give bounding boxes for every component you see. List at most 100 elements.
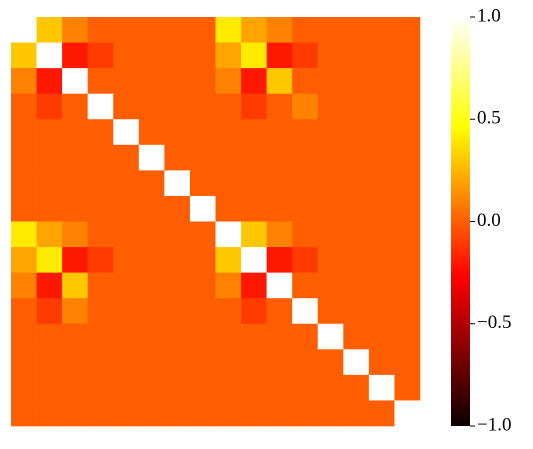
- heatmap-cell: [266, 119, 293, 146]
- heatmap-cell: [87, 374, 114, 401]
- heatmap-cell: [343, 119, 370, 146]
- heatmap-cell: [394, 374, 421, 401]
- heatmap-cell: [368, 221, 395, 248]
- heatmap-cell: [394, 144, 421, 171]
- heatmap-cell: [241, 170, 267, 197]
- heatmap-cell: [36, 374, 63, 401]
- heatmap-cell: [11, 195, 37, 222]
- heatmap-cell: [62, 221, 88, 248]
- heatmap-cell: [368, 195, 395, 222]
- heatmap-cell: [343, 68, 370, 94]
- heatmap-cell: [11, 323, 37, 350]
- heatmap-cell: [113, 93, 140, 120]
- heatmap-cell: [11, 221, 37, 248]
- heatmap-cell: [138, 17, 165, 43]
- heatmap-cell: [36, 68, 63, 94]
- heatmap-cell: [11, 247, 37, 273]
- heatmap-cell: [62, 68, 88, 94]
- heatmap-cell: [189, 195, 216, 222]
- heatmap-cell: [215, 400, 242, 427]
- heatmap-cell: [368, 68, 395, 94]
- heatmap-cell: [317, 400, 344, 427]
- heatmap-cell: [343, 374, 370, 401]
- heatmap-cell: [266, 374, 293, 401]
- heatmap-cell: [36, 221, 63, 248]
- heatmap-cell: [343, 272, 370, 299]
- heatmap-cell: [189, 221, 216, 248]
- heatmap-cell: [138, 400, 165, 427]
- heatmap-cell: [394, 298, 421, 325]
- heatmap-cell: [11, 93, 37, 120]
- heatmap-cell: [62, 195, 88, 222]
- heatmap-cell: [368, 247, 395, 273]
- heatmap-cell: [189, 144, 216, 171]
- heatmap-cell: [36, 42, 63, 69]
- heatmap-cell: [394, 247, 421, 273]
- heatmap-cell: [241, 17, 267, 43]
- colorbar-tick-label: 0.5: [477, 108, 501, 129]
- heatmap-cell: [11, 119, 37, 146]
- heatmap-cell: [138, 349, 165, 376]
- heatmap-cell: [292, 42, 319, 69]
- heatmap-cell: [368, 144, 395, 171]
- heatmap-cell: [292, 195, 319, 222]
- heatmap-cell: [11, 298, 37, 325]
- heatmap-cell: [113, 42, 140, 69]
- heatmap-cell: [87, 247, 114, 273]
- heatmap-cell: [164, 298, 191, 325]
- heatmap-cell: [113, 221, 140, 248]
- heatmap-cell: [36, 400, 63, 427]
- heatmap-cell: [36, 195, 63, 222]
- heatmap-cell: [113, 400, 140, 427]
- heatmap-cell: [113, 323, 140, 350]
- heatmap-cell: [292, 68, 319, 94]
- heatmap-cell: [62, 298, 88, 325]
- heatmap-cell: [394, 323, 421, 350]
- heatmap-cell: [266, 221, 293, 248]
- heatmap-cell: [189, 42, 216, 69]
- heatmap-cell: [394, 93, 421, 120]
- heatmap-cell: [241, 349, 267, 376]
- heatmap-cell: [113, 119, 140, 146]
- heatmap-cell: [241, 374, 267, 401]
- heatmap-cell: [241, 323, 267, 350]
- heatmap-cell: [343, 42, 370, 69]
- heatmap-cell: [189, 17, 216, 43]
- heatmap-cell: [164, 195, 191, 222]
- heatmap-cell: [62, 93, 88, 120]
- heatmap-cell: [317, 42, 344, 69]
- heatmap-cell: [87, 170, 114, 197]
- heatmap-cell: [164, 68, 191, 94]
- colorbar-tick-label: −1.0: [477, 414, 511, 435]
- heatmap-cell: [62, 374, 88, 401]
- heatmap-cell: [215, 144, 242, 171]
- heatmap-cell: [87, 42, 114, 69]
- heatmap-cell: [317, 221, 344, 248]
- heatmap-cell: [138, 170, 165, 197]
- heatmap-cell: [241, 247, 267, 273]
- heatmap-cell: [317, 119, 344, 146]
- heatmap-cell: [36, 349, 63, 376]
- heatmap-cell: [87, 323, 114, 350]
- heatmap-cell: [138, 144, 165, 171]
- heatmap-cell: [241, 68, 267, 94]
- heatmap-cell: [164, 349, 191, 376]
- heatmap-cell: [241, 298, 267, 325]
- heatmap-cell: [343, 221, 370, 248]
- heatmap-cell: [368, 349, 395, 376]
- heatmap-cell: [164, 119, 191, 146]
- heatmap-cell: [138, 323, 165, 350]
- heatmap-cell: [215, 349, 242, 376]
- heatmap-cell: [266, 170, 293, 197]
- heatmap-cell: [11, 400, 37, 427]
- heatmap-cell: [87, 119, 114, 146]
- heatmap-cell: [215, 170, 242, 197]
- heatmap-cell: [87, 272, 114, 299]
- heatmap-cell: [189, 68, 216, 94]
- heatmap-cell: [241, 93, 267, 120]
- heatmap-cell: [215, 17, 242, 43]
- heatmap-cell: [317, 195, 344, 222]
- heatmap-cell: [164, 170, 191, 197]
- heatmap-cell: [368, 298, 395, 325]
